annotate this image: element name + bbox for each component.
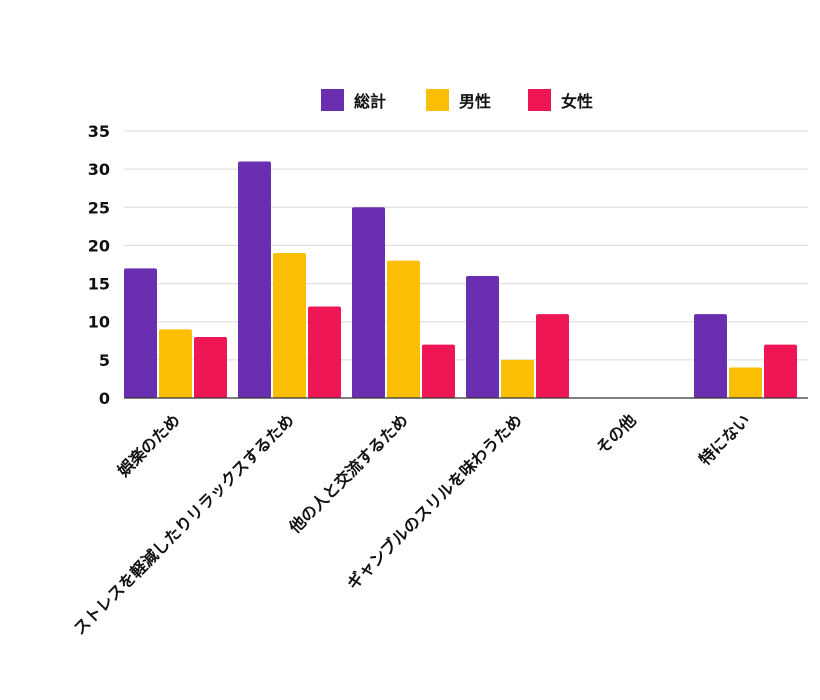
bar [124, 268, 157, 398]
y-tick-label: 0 [99, 389, 110, 408]
y-tick-label: 10 [88, 313, 110, 332]
y-tick-label: 5 [99, 351, 110, 370]
x-axis-labels: 娯楽のためストレスを軽減したりリラックスするため他の人と交流するためギャンブルの… [70, 410, 754, 638]
legend-label: 女性 [561, 92, 593, 111]
bar [536, 314, 569, 398]
bar [501, 359, 534, 398]
x-tick-label: 特にない [695, 410, 754, 469]
bar [387, 260, 420, 398]
y-tick-label: 30 [88, 160, 110, 179]
legend: 総計 男性 女性 [321, 89, 593, 111]
x-tick-label: 娯楽のため [114, 410, 184, 480]
bar [694, 314, 727, 398]
x-tick-label: その他 [592, 410, 639, 457]
y-tick-label: 25 [88, 198, 110, 217]
y-axis-ticks: 0 5 10 15 20 25 30 35 [88, 122, 110, 408]
bar [194, 336, 227, 398]
legend-swatch [426, 89, 449, 111]
bar [273, 253, 306, 398]
legend-swatch [528, 89, 551, 111]
y-tick-label: 20 [88, 236, 110, 255]
bar [422, 344, 455, 398]
y-tick-label: 15 [88, 275, 110, 294]
bar [159, 329, 192, 398]
x-tick-label: ストレスを軽減したりリラックスするため [70, 410, 298, 638]
legend-swatch [321, 89, 344, 111]
bar [308, 306, 341, 398]
bars [124, 161, 797, 398]
bar [352, 207, 385, 398]
bar [729, 367, 762, 398]
bar [466, 275, 499, 398]
bar [764, 344, 797, 398]
x-tick-label: 他の人と交流するため [285, 410, 412, 537]
bar [238, 161, 271, 398]
y-tick-label: 35 [88, 122, 110, 141]
legend-label: 男性 [459, 92, 491, 111]
legend-label: 総計 [354, 92, 386, 111]
